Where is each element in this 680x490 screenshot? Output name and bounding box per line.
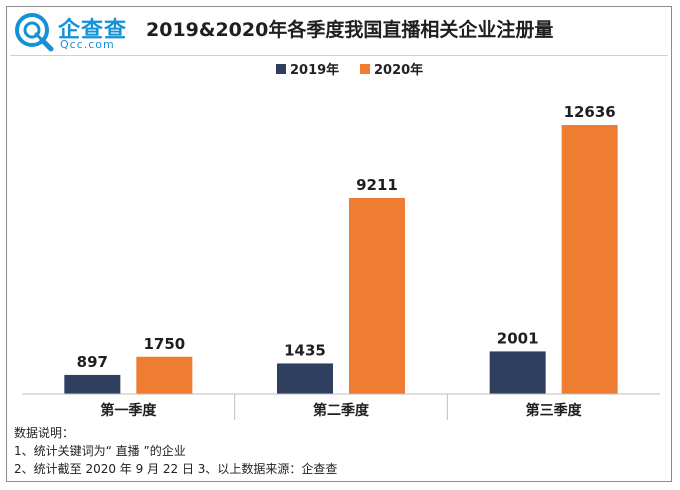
logo-name: 企查查: [58, 18, 128, 43]
logo-domain: Qcc.com: [60, 38, 115, 51]
magnifier-q-icon: [15, 13, 54, 52]
data-label-1-2: 1435: [284, 341, 326, 359]
header-divider: [10, 55, 668, 56]
data-label-2-1: 1750: [143, 335, 185, 353]
legend-swatch-1: [276, 64, 286, 74]
legend-swatch-2: [360, 64, 370, 74]
data-label-2-2: 9211: [356, 176, 398, 194]
chart-title: 2019&2020年各季度我国直播相关企业注册量: [146, 19, 554, 41]
notes-heading: 数据说明：: [14, 426, 75, 440]
data-notes: 数据说明： 1、统计关键词为“ 直播 ”的企业 2、统计截至 2020 年 9 …: [14, 424, 337, 478]
bar-2-2: [349, 197, 405, 394]
bar-2-1: [136, 356, 193, 394]
chart-frame: [6, 6, 672, 482]
notes-line-2: 2、统计截至 2020 年 9 月 22 日 3、以上数据来源：企查查: [14, 462, 338, 476]
logo: 企查查 Qcc.com: [14, 12, 142, 52]
data-label-1-3: 2001: [497, 329, 539, 347]
category-label-1: 第一季度: [100, 402, 157, 419]
bar-2-3: [561, 125, 618, 394]
category-label-3: 第三季度: [526, 402, 583, 419]
data-label-1-1: 897: [77, 353, 108, 371]
bar-1-1: [64, 374, 121, 394]
data-label-2-3: 12636: [564, 103, 616, 121]
category-label-2: 第二季度: [313, 402, 370, 419]
legend-label-1: 2019年: [290, 62, 339, 78]
bar-1-3: [489, 351, 546, 394]
legend-label-2: 2020年: [374, 62, 423, 78]
notes-line-1: 1、统计关键词为“ 直播 ”的企业: [14, 444, 186, 458]
bar-1-2: [277, 363, 333, 394]
